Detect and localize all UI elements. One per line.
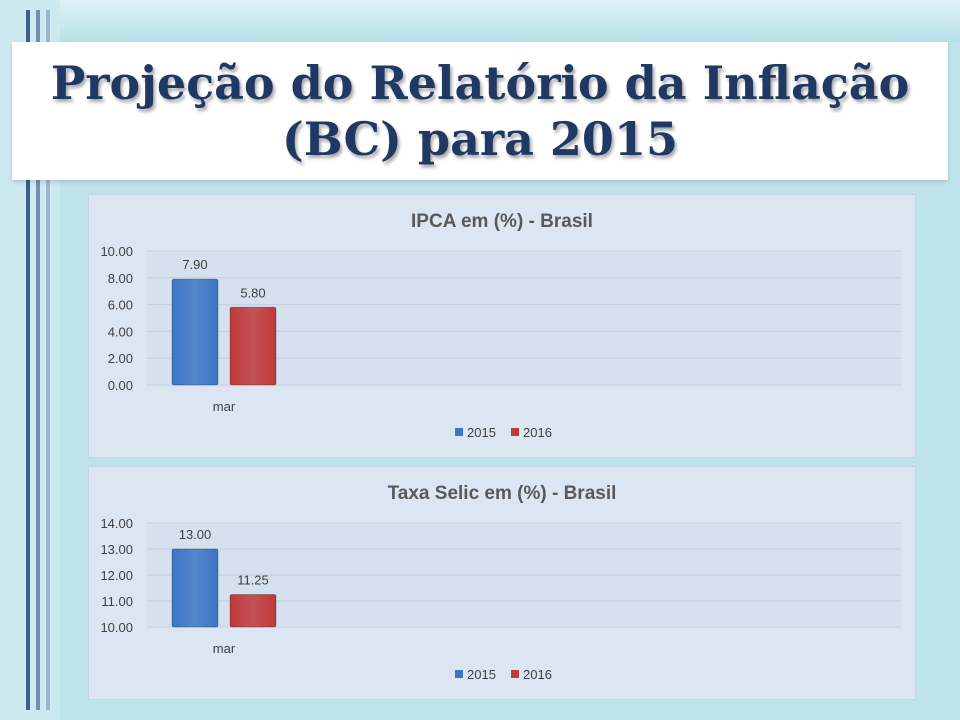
legend-swatch-2015 [455, 428, 463, 436]
x-tick-label: mar [213, 399, 236, 414]
chart-title: Taxa Selic em (%) - Brasil [388, 483, 617, 504]
bar-2015 [171, 278, 219, 386]
decor-bar-3 [46, 10, 50, 710]
legend-swatch-2016 [511, 670, 519, 678]
y-tick-label: 6.00 [108, 298, 133, 313]
data-label: 11.25 [237, 573, 269, 588]
data-label: 13.00 [179, 527, 212, 542]
decor-bar-2 [36, 10, 40, 710]
y-tick-label: 0.00 [108, 378, 133, 393]
chart-panel-selic: Taxa Selic em (%) - Brasil 10.00 11.00 12.0… [88, 466, 916, 700]
y-tick-label: 14.00 [100, 516, 133, 531]
chart-selic: Taxa Selic em (%) - Brasil 10.00 11.00 12.0… [100, 483, 901, 682]
slide-frame-top [0, 0, 960, 42]
y-tick-label: 2.00 [108, 351, 133, 366]
legend-label: 2016 [523, 667, 552, 682]
y-tick-label: 10.00 [100, 244, 133, 259]
chart-title: IPCA em (%) - Brasil [411, 211, 593, 232]
x-tick-label: mar [213, 641, 236, 656]
decor-bar-1 [26, 10, 30, 710]
bar-2016 [229, 306, 277, 386]
y-tick-label: 11.00 [101, 594, 133, 609]
y-tick-label: 8.00 [108, 271, 133, 286]
data-label: 7.90 [182, 257, 207, 272]
legend-swatch-2015 [455, 670, 463, 678]
chart-ipca: IPCA em (%) - Brasil 0.00 2.00 4.00 6.00 8.00… [100, 211, 901, 440]
title-band: Projeção do Relatório da Inflação (BC) p… [12, 42, 948, 180]
legend-swatch-2016 [511, 428, 519, 436]
bar-2016 [229, 594, 277, 628]
chart-panel-ipca: IPCA em (%) - Brasil 0.00 2.00 4.00 6.00 8.00… [88, 194, 916, 458]
bar-2015 [171, 548, 219, 628]
data-label: 5.80 [240, 285, 265, 300]
legend-label: 2015 [467, 425, 496, 440]
legend-label: 2016 [523, 425, 552, 440]
legend-label: 2015 [467, 667, 496, 682]
y-tick-label: 10.00 [100, 620, 133, 635]
y-tick-label: 12.00 [100, 568, 133, 583]
slide-title: Projeção do Relatório da Inflação (BC) p… [50, 56, 910, 166]
y-tick-label: 13.00 [100, 542, 133, 557]
y-tick-label: 4.00 [108, 324, 133, 339]
